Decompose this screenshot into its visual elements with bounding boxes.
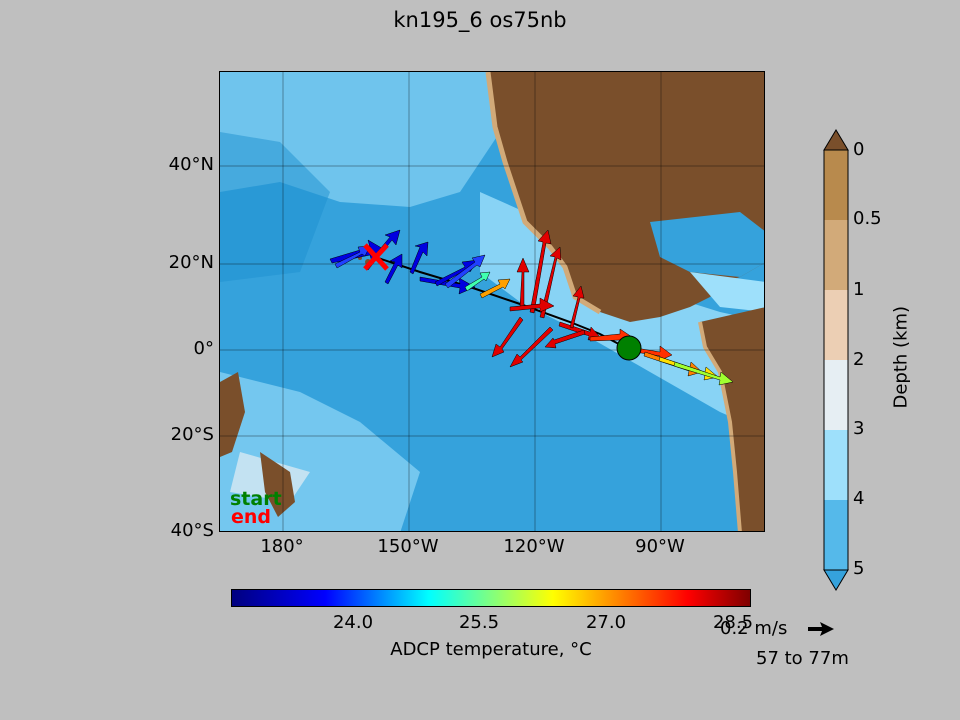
temp-tick-label: 24.0: [332, 612, 374, 633]
lon-tick-label: 150°W: [377, 536, 439, 557]
lat-tick-label: 0°: [193, 338, 214, 359]
lat-tick-label: 40°N: [168, 154, 214, 175]
gulf-of-mexico: [650, 212, 764, 277]
quiver-key-arrow: [808, 622, 834, 636]
temperature-colorbar: [231, 589, 751, 607]
legend-start: start: [230, 488, 282, 510]
legend-end: end: [231, 506, 272, 528]
lat-tick-label: 20°S: [170, 424, 214, 445]
lon-tick-label: 120°W: [503, 536, 565, 557]
depth-tick-label: 3: [853, 418, 865, 439]
depth-tick-label: 1: [853, 279, 865, 300]
depth-tick-label: 0: [853, 139, 865, 160]
caribbean-sea: [690, 272, 764, 312]
australia-land: [220, 372, 245, 457]
plot-title: kn195_6 os75nb: [393, 8, 567, 32]
deep-west: [220, 132, 330, 282]
map-canvas: [220, 72, 764, 531]
depth-tick-label: 4: [853, 488, 865, 509]
lon-tick-label: 90°W: [635, 536, 685, 557]
lon-tick-label: 180°: [260, 536, 304, 557]
depth-colorbar: [823, 129, 849, 591]
lat-tick-label: 40°S: [170, 520, 214, 541]
quiver-key-label: 0.2 m/s: [720, 618, 788, 639]
current-vectors: [329, 229, 734, 386]
quiver-key-depth: 57 to 77m: [756, 648, 849, 669]
depth-colorbar-label: Depth (km): [890, 305, 912, 409]
graticule: [220, 72, 764, 531]
temp-tick-label: 28.5: [712, 612, 754, 633]
depth-tick-label: 2: [853, 349, 865, 370]
temp-tick-label: 27.0: [585, 612, 627, 633]
map-panel[interactable]: start end: [219, 71, 765, 532]
depth-tick-label: 0.5: [853, 208, 882, 229]
na-coast-shelf: [485, 72, 602, 315]
sa-coast-shelf: [698, 321, 742, 531]
temp-tick-label: 25.5: [458, 612, 500, 633]
end-marker: [363, 243, 389, 271]
temperature-colorbar-label: ADCP temperature, °C: [390, 639, 592, 660]
lat-tick-label: 20°N: [168, 252, 214, 273]
new-zealand-land: [260, 452, 295, 517]
start-marker: [616, 335, 642, 361]
depth-tick-label: 5: [853, 558, 865, 579]
